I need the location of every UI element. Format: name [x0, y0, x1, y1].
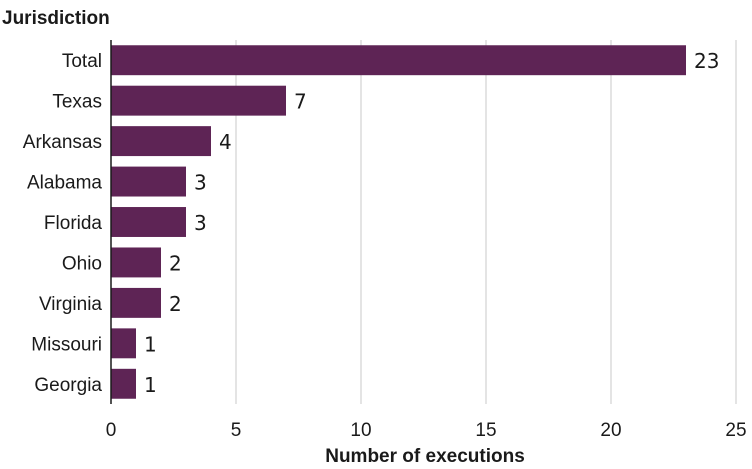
bar-texas: [111, 85, 286, 116]
value-label-total: 23: [694, 49, 719, 73]
value-label-georgia: 1: [144, 373, 157, 397]
category-labels: Total Texas Arkansas Alabama Florida Ohio Virg…: [23, 51, 103, 396]
bar-florida: [111, 207, 186, 237]
bar-georgia: [111, 368, 136, 399]
category-label-missouri: Missouri: [31, 334, 102, 355]
category-label-arkansas: Arkansas: [23, 132, 102, 153]
x-tick-label-15: 15: [475, 420, 496, 441]
category-label-georgia: Georgia: [34, 375, 102, 396]
x-tick-labels: 0 5 10 15 20 25: [106, 420, 747, 441]
value-label-missouri: 1: [144, 332, 157, 356]
value-label-alabama: 3: [194, 171, 207, 195]
x-tick-label-10: 10: [350, 420, 371, 441]
value-label-arkansas: 4: [219, 130, 232, 154]
bar-alabama: [111, 166, 186, 197]
value-label-texas: 7: [294, 90, 307, 114]
x-tick-label-25: 25: [725, 420, 746, 441]
category-label-virginia: Virginia: [39, 294, 102, 315]
grid-lines: [235, 40, 737, 404]
category-label-texas: Texas: [52, 92, 102, 113]
value-label-virginia: 2: [169, 292, 182, 316]
x-tick-label-5: 5: [231, 420, 242, 441]
x-tick-label-20: 20: [600, 420, 621, 441]
bars: [111, 45, 686, 399]
value-label-florida: 3: [194, 211, 207, 235]
bar-arkansas: [111, 126, 211, 157]
x-axis-title: Number of executions: [325, 446, 525, 467]
bar-ohio: [111, 247, 161, 278]
bar-missouri: [111, 328, 136, 359]
value-label-ohio: 2: [169, 251, 182, 275]
y-axis-title: Jurisdiction: [2, 8, 110, 29]
bar-total: [111, 45, 686, 76]
x-tick-label-0: 0: [106, 420, 117, 441]
category-label-ohio: Ohio: [62, 253, 102, 274]
category-label-total: Total: [62, 51, 102, 72]
category-label-alabama: Alabama: [27, 173, 102, 194]
bar-virginia: [111, 287, 161, 318]
category-label-florida: Florida: [44, 213, 103, 234]
